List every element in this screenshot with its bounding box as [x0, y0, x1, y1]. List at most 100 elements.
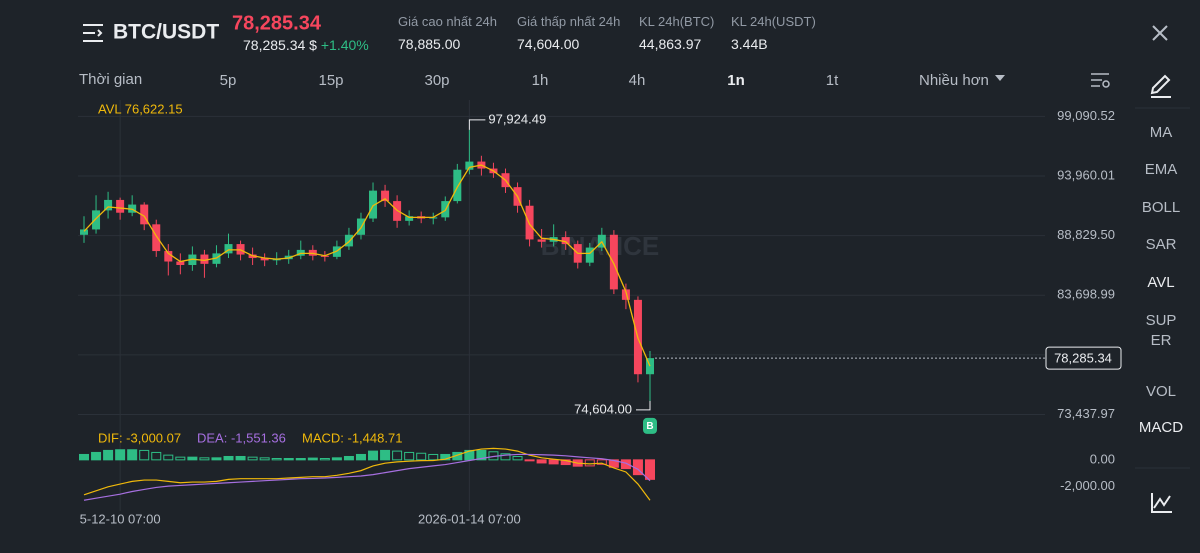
- macd-bar: [645, 459, 655, 480]
- macd-bar: [380, 449, 391, 461]
- candle-body: [164, 251, 173, 262]
- symbol[interactable]: BTC/USDT: [113, 21, 219, 44]
- candle-body: [585, 247, 594, 263]
- candle-body: [621, 289, 630, 300]
- macd-bar: [199, 457, 210, 461]
- side-tool[interactable]: SUPER: [1145, 312, 1177, 349]
- last-price-box: [1045, 346, 1122, 370]
- timeframe-label: Thời gian: [79, 71, 143, 88]
- macd-bar: [548, 459, 559, 465]
- macd-bar: [91, 451, 102, 461]
- high-label: 97,924.49: [488, 111, 546, 126]
- candle-body: [465, 161, 474, 170]
- timeframe[interactable]: 1n: [727, 72, 745, 89]
- macd-line: [83, 453, 651, 501]
- macd-bar: [163, 454, 174, 461]
- macd-bar: [235, 455, 246, 461]
- macd-bar: [536, 459, 547, 464]
- low-leader: [636, 400, 651, 411]
- macd-bar: [79, 453, 89, 461]
- candle-body: [260, 258, 269, 261]
- side-tool[interactable]: AVL: [1147, 274, 1175, 291]
- candle-body: [140, 204, 149, 225]
- macd-line: [83, 447, 651, 501]
- macd-bar: [175, 456, 186, 461]
- y-tick-label: 83,698.99: [1057, 287, 1115, 302]
- macd-bar: [355, 453, 366, 461]
- stat-value: 78,885.00: [398, 36, 461, 52]
- macd-bar: [307, 457, 318, 461]
- side-tool[interactable]: SAR: [1145, 236, 1177, 253]
- candle-body: [525, 205, 534, 240]
- candle-body: [646, 358, 654, 375]
- legend-entry: MACD: -1,448.71: [302, 430, 402, 445]
- marker: B: [646, 421, 653, 432]
- macd-bar: [343, 455, 354, 461]
- macd-bar: [464, 449, 475, 461]
- legend-entry: DEA: -1,551.36: [197, 430, 286, 445]
- macd-bar: [211, 457, 222, 461]
- macd-bar: [283, 458, 294, 461]
- macd-bar: [151, 451, 162, 461]
- timeframe[interactable]: 15p: [318, 72, 344, 89]
- macd-bar: [512, 455, 523, 461]
- macd-bar: [416, 452, 427, 461]
- macd-bar: [404, 451, 415, 461]
- macd-bar: [127, 449, 138, 461]
- macd-bar: [103, 449, 114, 461]
- macd-bar: [247, 456, 258, 461]
- candle-body: [176, 261, 185, 265]
- side-tool[interactable]: VOL: [1145, 383, 1176, 400]
- macd-bar: [500, 453, 511, 461]
- header-price: 78,285.34: [232, 12, 322, 34]
- macd-bar: [223, 455, 234, 461]
- legend-entry: DIF: -3,000.07: [98, 430, 181, 445]
- candle-body: [537, 239, 546, 242]
- macd-bar: [476, 449, 487, 461]
- dropdown-arrow: [994, 75, 1005, 86]
- side-tool[interactable]: BOLL: [1141, 199, 1181, 216]
- macd-bar: [620, 459, 631, 470]
- indicator-label: AVL 76,622.15: [98, 101, 183, 116]
- timeframe[interactable]: 4h: [628, 72, 646, 89]
- candle-body: [224, 244, 233, 254]
- timeframe[interactable]: 1t: [825, 72, 839, 89]
- side-tool[interactable]: MACD: [1138, 419, 1184, 436]
- macd-bar: [115, 449, 126, 461]
- price-line: 78,285.34 $ +1.40%: [243, 37, 369, 53]
- stat-label: Giá thấp nhất 24h: [517, 14, 621, 29]
- avl-line: [83, 164, 651, 367]
- candle-body: [152, 224, 161, 252]
- timeframe[interactable]: 1h: [531, 72, 549, 89]
- stat-value: 74,604.00: [517, 36, 580, 52]
- y-tick-label: 99,090.52: [1057, 108, 1115, 123]
- macd-bar: [524, 459, 535, 462]
- y-tick-label: 93,960.01: [1057, 167, 1115, 182]
- candle-body: [116, 199, 125, 213]
- macd-bar: [392, 450, 403, 461]
- macd-bar: [139, 449, 150, 461]
- sub-price: 78,285.34 $: [243, 37, 317, 53]
- macd-bar: [331, 457, 342, 461]
- macd-bar: [295, 458, 306, 461]
- side-tool[interactable]: EMA: [1144, 161, 1178, 178]
- timeframe[interactable]: 5p: [219, 72, 237, 89]
- candle-body: [561, 237, 570, 245]
- candle-body: [609, 234, 618, 290]
- side-tool[interactable]: MA: [1149, 124, 1173, 141]
- low-label: 74,604.00: [574, 401, 632, 416]
- timeframe[interactable]: 30p: [424, 72, 450, 89]
- candle-body: [80, 229, 88, 235]
- y-tick-label: 0.00: [1090, 451, 1115, 466]
- y-tick-label: 88,829.50: [1057, 227, 1115, 242]
- x-tick-label: 2026-01-14 07:00: [418, 511, 521, 526]
- stat-label: KL 24h(USDT): [731, 14, 816, 29]
- candle-body: [92, 210, 101, 230]
- y-tick-label: -2,000.00: [1060, 478, 1115, 493]
- stat-label: Giá cao nhất 24h: [398, 14, 498, 29]
- macd-bar: [596, 459, 607, 465]
- timeframe-more[interactable]: Nhiều hơn: [919, 72, 1005, 89]
- stat-value: 3.44B: [731, 36, 768, 52]
- candle-body: [453, 169, 462, 202]
